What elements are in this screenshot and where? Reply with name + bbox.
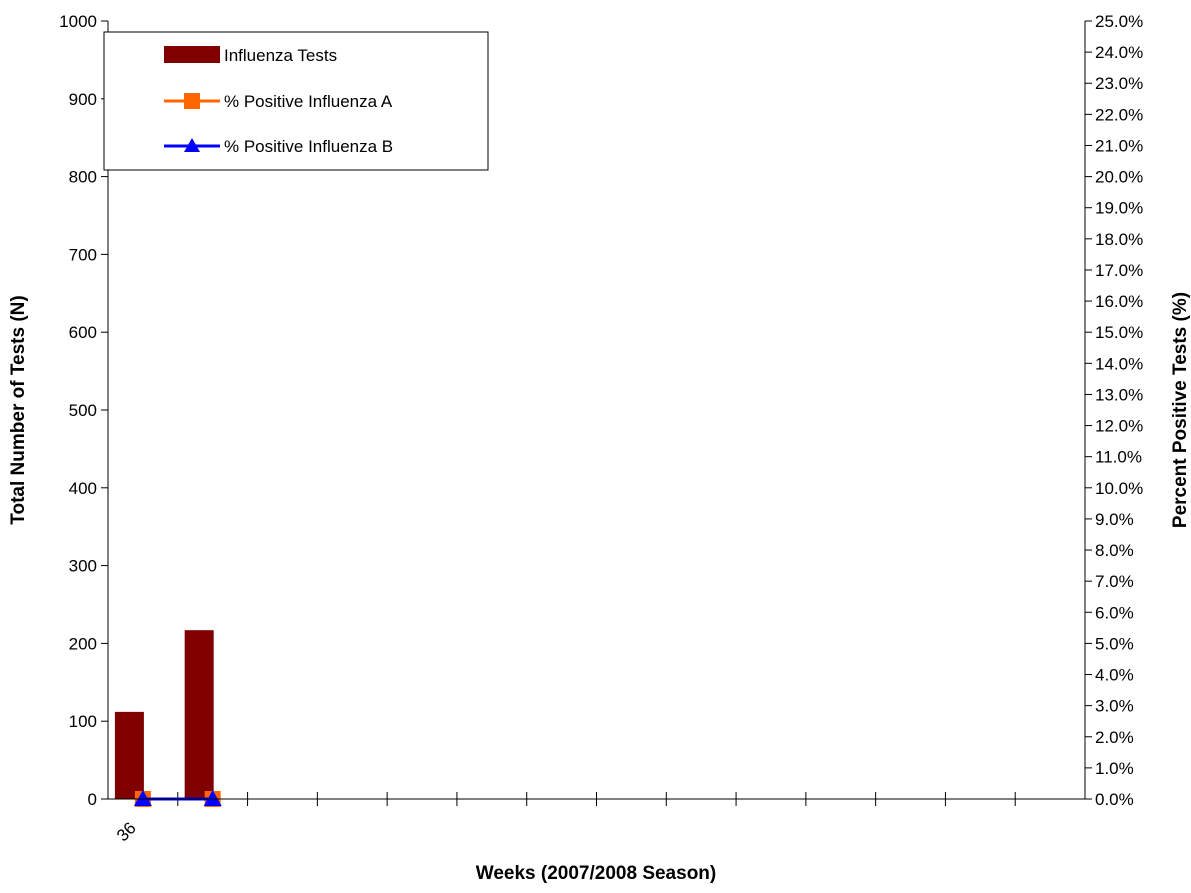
legend-label-influenza-b: % Positive Influenza B [224,137,393,156]
left-y-tick-label: 200 [69,634,97,653]
bar-influenza-tests [114,711,144,799]
right-y-tick-label: 20.0% [1095,168,1143,187]
right-y-tick-label: 12.0% [1095,417,1143,436]
left-y-tick-label: 400 [69,479,97,498]
right-y-tick-label: 3.0% [1095,697,1134,716]
legend-swatch-influenza-tests [164,46,220,63]
left-y-tick-label: 800 [69,168,97,187]
x-tick-label: 36 [113,818,140,845]
right-y-tick-label: 0.0% [1095,790,1134,809]
x-axis-title: Weeks (2007/2008 Season) [476,863,716,884]
left-y-axis-ticks: 0 100 200 300 400 500 600 700 800 900 1000 [59,12,108,809]
right-y-tick-label: 5.0% [1095,634,1134,653]
left-y-tick-label: 0 [88,790,97,809]
right-y-tick-label: 13.0% [1095,385,1143,404]
right-y-tick-label: 16.0% [1095,292,1143,311]
right-y-tick-label: 19.0% [1095,199,1143,218]
right-y-tick-label: 15.0% [1095,323,1143,342]
right-y-tick-label: 6.0% [1095,603,1134,622]
point-influenza-b [133,790,152,806]
left-y-axis-title: Total Number of Tests (N) [8,295,29,524]
right-y-tick-label: 18.0% [1095,230,1143,249]
right-y-tick-label: 4.0% [1095,666,1134,685]
right-y-axis-title: Percent Positive Tests (%) [1170,292,1191,528]
right-y-tick-label: 21.0% [1095,136,1143,155]
legend-marker-influenza-b [184,138,200,152]
left-y-tick-label: 1000 [59,12,97,31]
right-y-tick-label: 25.0% [1095,12,1143,31]
right-y-tick-label: 23.0% [1095,74,1143,93]
legend-label-influenza-tests: Influenza Tests [224,46,337,65]
right-y-tick-label: 9.0% [1095,510,1134,529]
bar-influenza-tests [184,630,214,799]
right-y-axis-ticks: 0.0% 1.0% 2.0% 3.0% 4.0% 5.0% 6.0% 7.0% 8.0% 9.0%… [1085,12,1143,809]
right-y-tick-label: 11.0% [1095,448,1142,467]
legend-marker-influenza-a [184,93,200,109]
right-y-tick-label: 14.0% [1095,354,1143,373]
right-y-tick-label: 24.0% [1095,43,1143,62]
right-y-tick-label: 10.0% [1095,479,1143,498]
right-y-tick-label: 2.0% [1095,728,1134,747]
left-y-tick-label: 300 [69,557,97,576]
right-y-tick-label: 22.0% [1095,105,1143,124]
right-y-tick-label: 1.0% [1095,759,1134,778]
right-y-tick-label: 17.0% [1095,261,1143,280]
point-influenza-b [203,790,222,806]
left-y-tick-label: 900 [69,90,97,109]
right-y-tick-label: 7.0% [1095,572,1134,591]
right-y-tick-label: 8.0% [1095,541,1134,560]
bars [114,630,214,799]
left-y-tick-label: 600 [69,323,97,342]
left-y-tick-label: 500 [69,401,97,420]
legend: Influenza Tests % Positive Influenza A %… [103,31,489,171]
left-y-tick-label: 700 [69,245,97,264]
legend-label-influenza-a: % Positive Influenza A [224,92,393,111]
left-y-tick-label: 100 [69,712,97,731]
